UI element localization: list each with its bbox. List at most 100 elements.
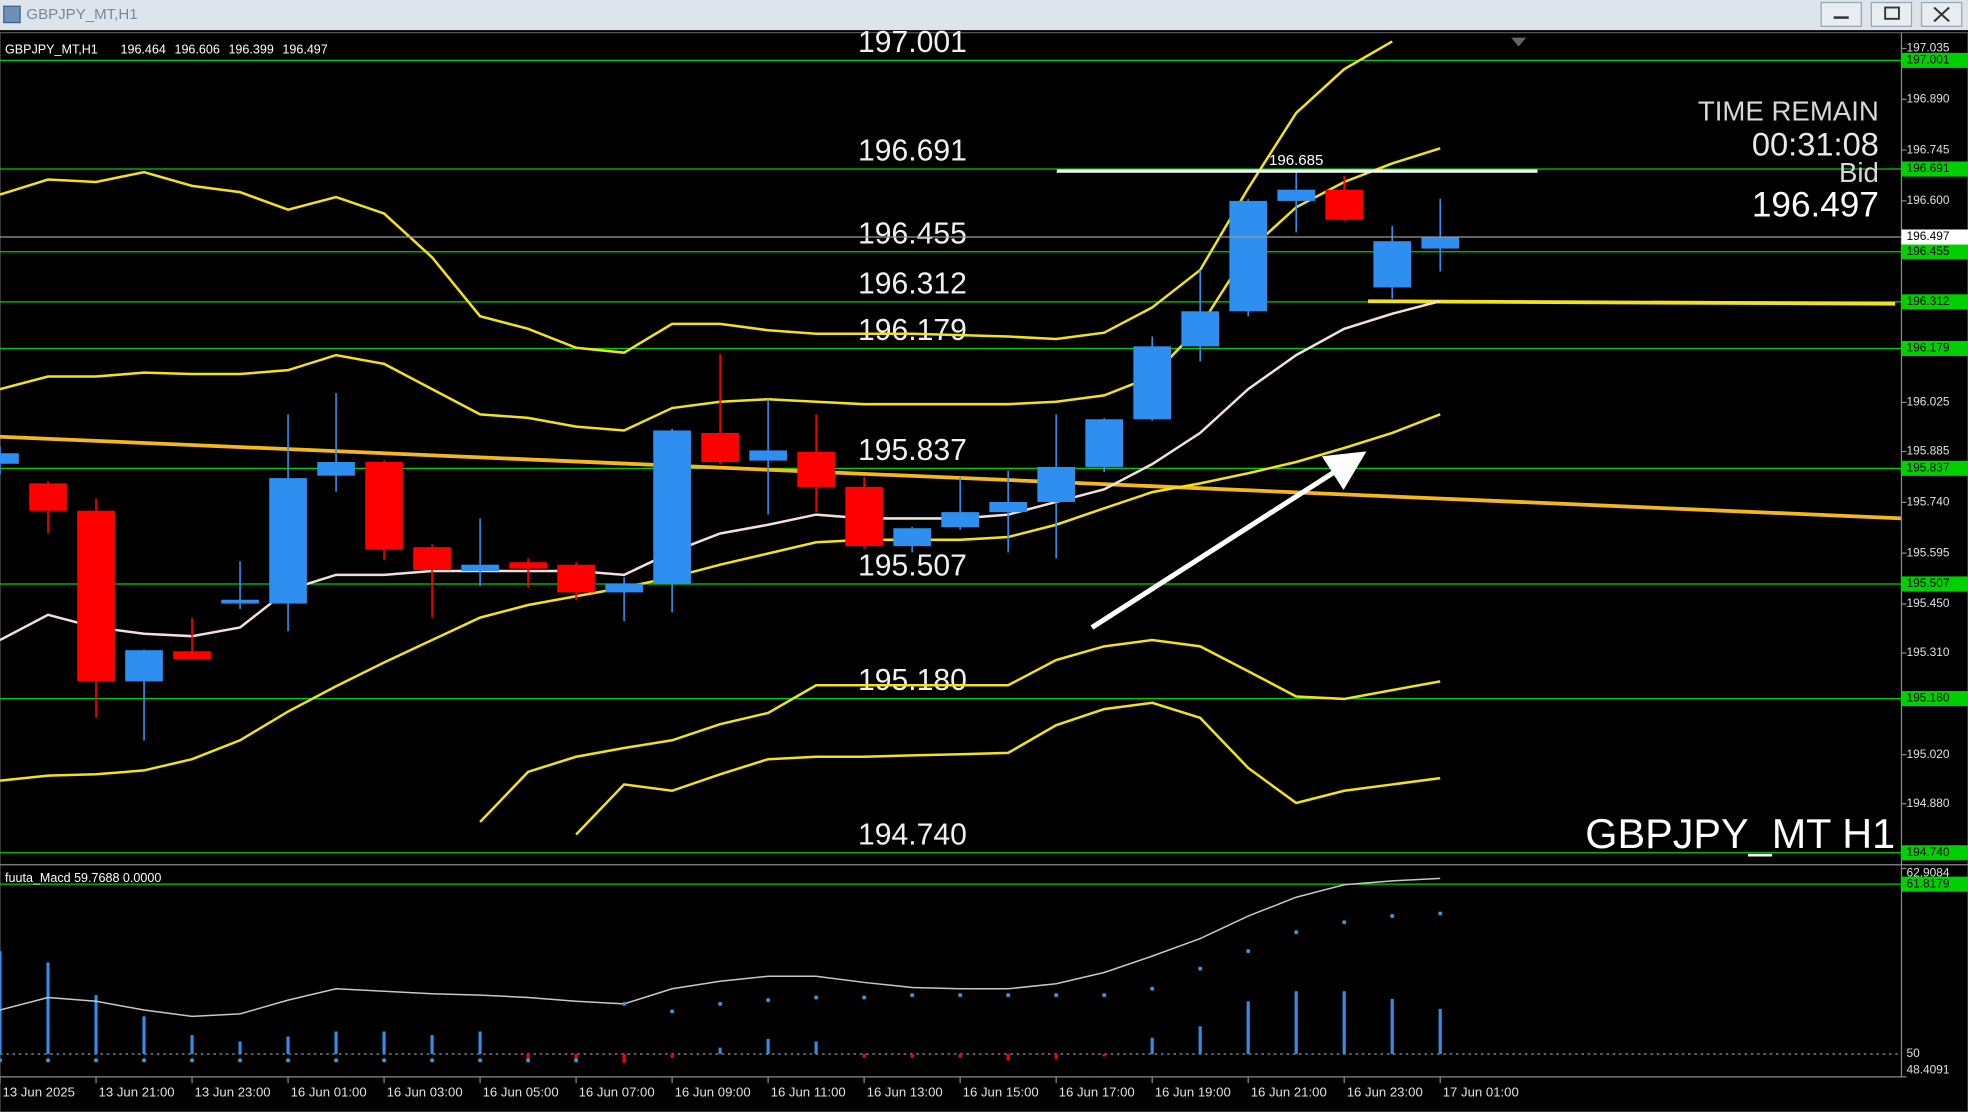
candle-body (1421, 237, 1460, 249)
signal-dot (1246, 949, 1251, 954)
level-tag-label: 196.455 (1906, 244, 1949, 258)
x-tick-label: 16 Jun 21:00 (1251, 1085, 1327, 1100)
x-tick-label: 16 Jun 07:00 (579, 1085, 655, 1100)
y-tick-label: 48.4091 (1906, 1063, 1949, 1077)
axes-layer: 197.035 196.890 196.745 196.600 196.025 195.8… (0, 32, 1968, 1100)
level-tag (1901, 161, 1968, 177)
level-label: 195.507 (858, 550, 967, 583)
level-label: 197.001 (858, 26, 967, 59)
x-tick-label: 16 Jun 17:00 (1059, 1085, 1135, 1100)
candle-body (317, 462, 355, 476)
level-tag-label: 195.180 (1906, 691, 1949, 705)
candle-body (893, 528, 931, 547)
signal-dot (910, 993, 915, 998)
signal-dot (958, 993, 963, 998)
candle-body (0, 453, 19, 464)
signal-dot (142, 1058, 147, 1063)
level-tag (1901, 244, 1968, 260)
candle-body (77, 510, 115, 682)
y-tick-label: 197.035 (1906, 41, 1949, 55)
signal-dot (334, 1058, 339, 1063)
level-tag-label: 196.179 (1906, 341, 1949, 355)
level-tag-label: 196.691 (1906, 161, 1949, 175)
window-buttons (1820, 1, 1963, 27)
baseline-label: 50 (1906, 1046, 1920, 1060)
level-tag (1901, 876, 1968, 892)
restore-button[interactable] (1870, 1, 1913, 27)
level-label: 194.740 (858, 818, 967, 851)
level-tag-label: 194.740 (1906, 845, 1949, 859)
indicator-line (0, 299, 1441, 642)
signal-dot (1150, 986, 1155, 991)
signal-dot (430, 1058, 435, 1063)
level-tag-label: 61.8179 (1906, 876, 1949, 890)
indicator-line (479, 638, 1441, 823)
x-tick-label: 13 Jun 23:00 (195, 1085, 271, 1100)
y-tick-label: 196.890 (1906, 91, 1949, 105)
signal-dot (238, 1058, 243, 1063)
restore-icon (1884, 6, 1900, 20)
levels-layer: 197.001 196.691 196.455 196.312 196.179 195.8… (0, 26, 1902, 854)
signal-dot (766, 998, 771, 1003)
signal-dot (1390, 914, 1395, 919)
x-tick-label: 16 Jun 03:00 (387, 1085, 463, 1100)
level-label: 196.691 (858, 135, 967, 168)
x-tick-label: 16 Jun 01:00 (291, 1085, 367, 1100)
chart-watermark: GBPJPY_MT H1 (1585, 811, 1895, 857)
signal-dot (622, 1001, 627, 1006)
level-tag-label: 195.837 (1906, 460, 1949, 474)
signal-dot (814, 995, 819, 1000)
x-tick-label: 16 Jun 19:00 (1155, 1085, 1231, 1100)
window-icon (3, 5, 21, 24)
level-label: 195.180 (858, 664, 967, 697)
candle-body (653, 430, 691, 584)
window-title: GBPJPY_MT,H1 (26, 6, 137, 23)
y-tick-label: 196.600 (1906, 193, 1949, 207)
candle-body (1325, 189, 1364, 220)
x-tick-label: 13 Jun 2025 (3, 1085, 75, 1100)
level-tag (1901, 52, 1968, 68)
y-tick-label: 194.880 (1906, 796, 1949, 810)
level-tag (1901, 460, 1968, 476)
x-tick-label: 16 Jun 11:00 (771, 1085, 846, 1100)
candle-body (1133, 346, 1172, 420)
time-remain-label: TIME REMAIN (1698, 95, 1879, 126)
y-tick-label: 195.740 (1906, 494, 1949, 508)
candle-body (845, 486, 883, 547)
x-tick-label: 16 Jun 09:00 (675, 1085, 751, 1100)
candle-body (125, 650, 163, 682)
bid-label: Bid (1839, 157, 1879, 188)
y-tick-label: 62.9084 (1906, 866, 1949, 880)
trend-line (0, 434, 1902, 521)
level-tag-label: 196.312 (1906, 294, 1949, 308)
level-label: 195.837 (858, 434, 967, 467)
signal-dot (1054, 993, 1059, 998)
signal-dot (0, 1058, 3, 1063)
candle-body (1373, 241, 1412, 288)
candle-body (941, 512, 979, 528)
current-price-label: 196.497 (1906, 229, 1949, 243)
candle-body (269, 478, 307, 604)
signal-dot (1102, 993, 1107, 998)
candle-body (989, 501, 1027, 513)
macd-plot (0, 877, 1902, 1063)
chart-frame (0, 32, 1968, 1112)
title-bar (0, 0, 1968, 31)
signal-dot (478, 1058, 483, 1063)
level-tag (1901, 340, 1968, 356)
shift-marker (1511, 37, 1527, 47)
level-tag-label: 197.001 (1906, 53, 1949, 67)
signal-dot (94, 1058, 99, 1063)
support-line (1368, 299, 1896, 306)
minimize-button[interactable] (1820, 1, 1862, 27)
level-tag (1901, 576, 1968, 592)
signal-dot (526, 1058, 531, 1063)
y-tick-label: 196.745 (1906, 142, 1949, 156)
signal-dot (1294, 930, 1299, 935)
signal-dot (718, 1001, 723, 1006)
signal-dot (1198, 966, 1203, 971)
current-price-tag (1901, 229, 1968, 245)
x-tick-label: 16 Jun 13:00 (867, 1085, 943, 1100)
macd-line (0, 877, 1441, 1018)
